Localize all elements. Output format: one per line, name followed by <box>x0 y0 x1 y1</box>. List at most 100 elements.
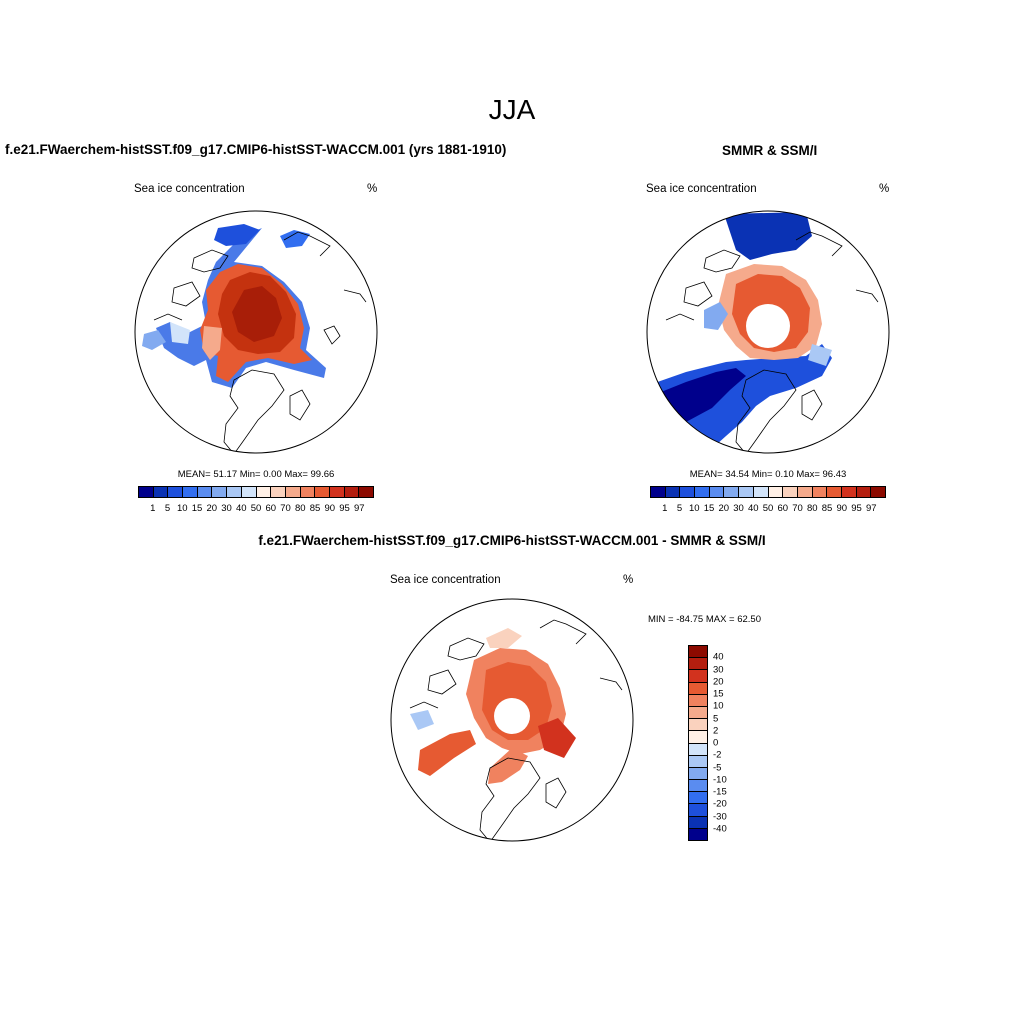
model-colorbar-swatch <box>329 487 345 497</box>
obs-colorbar-swatch <box>753 487 769 497</box>
model-colorbar-ticks: 1 5 10 15 20 30 40 50 60 70 80 85 90 95 97 <box>138 503 374 515</box>
diff-colorbar-tick-label: 30 <box>713 664 724 675</box>
model-colorbar-swatch <box>227 487 242 497</box>
diff-colorbar-swatch <box>689 792 707 805</box>
obs-colorbar-swatch <box>797 487 813 497</box>
obs-colorbar-tick-label: 60 <box>777 503 789 514</box>
obs-colorbar-swatch <box>695 487 710 497</box>
figure-title: JJA <box>488 94 536 125</box>
model-colorbar-swatch <box>197 487 213 497</box>
diff-colorbar <box>688 645 708 841</box>
obs-colorbar-tick-label: 10 <box>688 503 700 514</box>
model-colorbar-swatch <box>344 487 360 497</box>
model-panel-title: f.e21.FWaerchem-histSST.f09_g17.CMIP6-hi… <box>5 142 507 157</box>
diff-colorbar-tick-label: 20 <box>713 676 724 688</box>
obs-colorbar-tick-label: 20 <box>718 503 730 514</box>
diff-colorbar-swatch <box>689 731 707 744</box>
obs-colorbar-swatch <box>680 487 696 497</box>
diff-colorbar-swatch <box>689 767 707 781</box>
obs-colorbar-tick-label: 85 <box>821 503 833 514</box>
diff-colorbar-tick-label: 15 <box>713 688 724 700</box>
diff-colorbar-swatch <box>689 694 707 707</box>
model-colorbar-tick-label: 20 <box>206 503 218 514</box>
diff-variable-label: Sea ice concentration <box>390 574 501 586</box>
obs-colorbar-swatch <box>709 487 725 497</box>
model-colorbar-swatch <box>315 487 330 497</box>
obs-colorbar-swatch <box>768 487 784 497</box>
diff-colorbar-swatch <box>689 706 707 720</box>
diff-colorbar-swatch <box>689 719 707 732</box>
diff-colorbar-tick-label: 40 <box>713 651 724 663</box>
model-colorbar-swatch <box>359 487 373 497</box>
obs-colorbar-swatch <box>665 487 681 497</box>
model-colorbar-tick-label: 60 <box>265 503 277 514</box>
diff-colorbar-tick-label: -10 <box>713 774 727 786</box>
obs-colorbar-tick-label: 30 <box>733 503 744 514</box>
diff-colorbar-tick-label: -15 <box>713 786 727 798</box>
model-colorbar-tick-label: 85 <box>309 503 321 514</box>
model-colorbar <box>138 486 374 498</box>
diff-colorbar-tick-label: -2 <box>713 749 722 761</box>
model-colorbar-swatch <box>241 487 257 497</box>
obs-colorbar-tick-label: 1 <box>662 503 668 514</box>
obs-colorbar-swatch <box>739 487 754 497</box>
model-colorbar-swatch <box>256 487 272 497</box>
diff-colorbar-tick-label: -5 <box>713 762 722 773</box>
obs-colorbar-ticks: 1 5 10 15 20 30 40 50 60 70 80 85 90 95 97 <box>650 503 886 515</box>
diff-colorbar-swatch <box>689 670 707 683</box>
obs-colorbar-swatch <box>724 487 740 497</box>
model-variable-label: Sea ice concentration <box>134 183 245 195</box>
model-colorbar-tick-label: 40 <box>235 503 247 514</box>
diff-colorbar-tick-label: 2 <box>713 725 719 737</box>
diff-colorbar-tick-label: -30 <box>713 811 727 822</box>
model-units-label: % <box>367 183 378 195</box>
model-colorbar-swatch <box>285 487 301 497</box>
diff-colorbar-swatch <box>689 780 707 793</box>
model-colorbar-tick-label: 80 <box>294 503 306 514</box>
diff-panel-title: f.e21.FWaerchem-histSST.f09_g17.CMIP6-hi… <box>258 533 766 548</box>
model-colorbar-swatch <box>271 487 286 497</box>
obs-colorbar-tick-label: 97 <box>865 503 877 514</box>
obs-variable-label: Sea ice concentration <box>646 183 757 195</box>
diff-colorbar-tick-label: 10 <box>713 700 724 712</box>
obs-panel-title: SMMR & SSM/I <box>722 143 818 158</box>
diff-colorbar-swatch <box>689 658 707 671</box>
obs-polar-map <box>646 210 890 454</box>
model-colorbar-tick-label: 95 <box>339 503 350 514</box>
model-colorbar-tick-label: 10 <box>176 503 188 514</box>
obs-colorbar-tick-label: 50 <box>762 503 774 514</box>
obs-colorbar-swatch <box>871 487 885 497</box>
model-colorbar-swatch <box>212 487 228 497</box>
obs-colorbar-tick-label: 5 <box>676 503 683 514</box>
obs-colorbar-swatch <box>827 487 842 497</box>
obs-colorbar-tick-label: 80 <box>806 503 818 514</box>
obs-colorbar-tick-label: 70 <box>792 503 803 514</box>
model-colorbar-swatch <box>139 487 154 497</box>
diff-stats: MIN = -84.75 MAX = 62.50 <box>648 614 762 625</box>
diff-colorbar-swatch <box>689 743 707 756</box>
diff-colorbar-tick-label: 0 <box>713 737 719 749</box>
model-colorbar-tick-label: 30 <box>221 503 232 514</box>
model-colorbar-swatch <box>183 487 198 497</box>
diff-colorbar-ticks: 40 30 20 15 10 5 2 0 -2 -5 -10 -15 -20 -30 -40 <box>713 645 753 841</box>
model-colorbar-tick-label: 97 <box>353 503 365 514</box>
diff-colorbar-tick-label: 5 <box>713 713 719 724</box>
diff-colorbar-swatch <box>689 646 707 659</box>
obs-colorbar <box>650 486 886 498</box>
obs-colorbar-tick-label: 40 <box>747 503 759 514</box>
obs-stats: MEAN= 34.54 Min= 0.10 Max= 96.43 <box>689 469 847 480</box>
obs-colorbar-swatch <box>783 487 798 497</box>
model-colorbar-tick-label: 15 <box>191 503 203 514</box>
model-colorbar-tick-label: 90 <box>324 503 336 514</box>
model-polar-map <box>134 210 378 454</box>
obs-units-label: % <box>879 183 890 195</box>
obs-colorbar-tick-label: 90 <box>836 503 848 514</box>
model-stats: MEAN= 51.17 Min= 0.00 Max= 99.66 <box>177 469 335 480</box>
model-colorbar-tick-label: 70 <box>280 503 291 514</box>
diff-colorbar-tick-label: -40 <box>713 823 727 835</box>
obs-colorbar-swatch <box>841 487 857 497</box>
diff-colorbar-swatch <box>689 755 707 768</box>
model-colorbar-tick-label: 50 <box>250 503 262 514</box>
model-colorbar-swatch <box>168 487 184 497</box>
obs-colorbar-tick-label: 95 <box>851 503 862 514</box>
